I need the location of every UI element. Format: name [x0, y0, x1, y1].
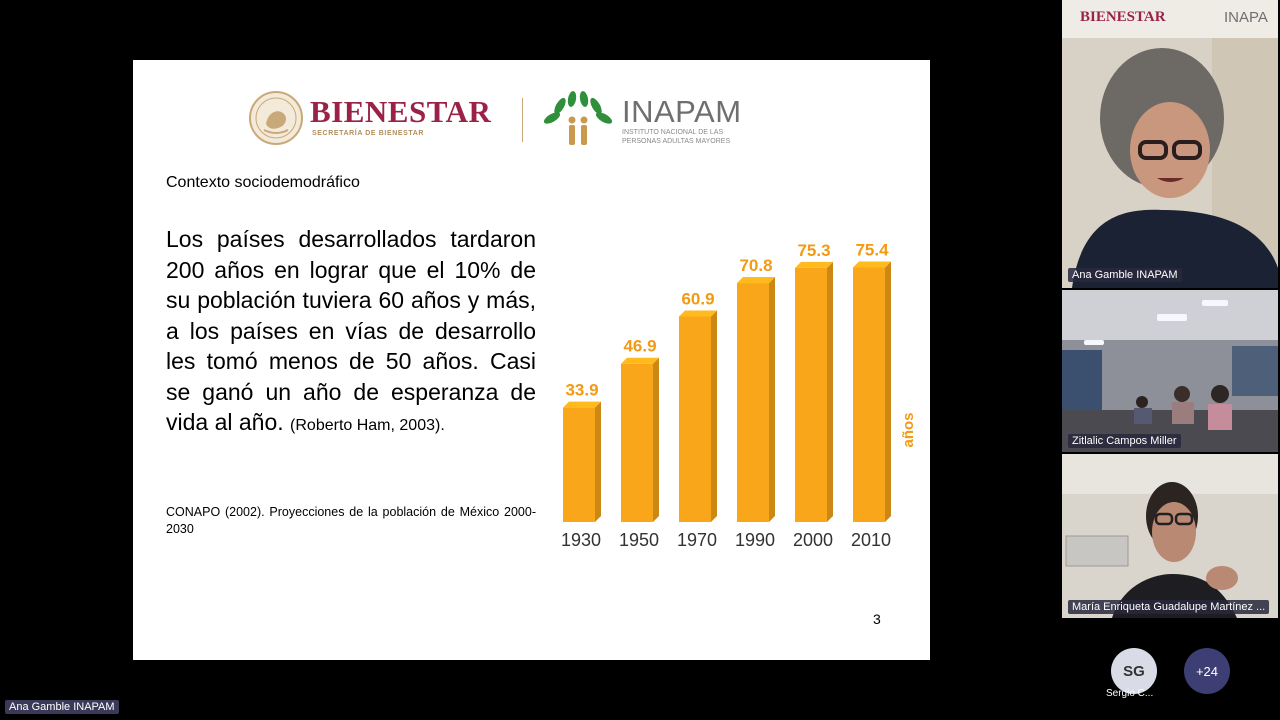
chart-category-label-2010: 2010 — [851, 530, 891, 550]
slide-logos: BIENESTAR SECRETARÍA DE BIENESTAR INAPAM… — [248, 88, 768, 152]
tile-header-inapam: INAPA — [1224, 9, 1268, 26]
participant-tile-1[interactable]: BIENESTAR INAPA Ana Gamble INAPAM — [1062, 0, 1278, 288]
chart-value-label-1930: 33.9 — [565, 381, 598, 400]
source-note: CONAPO (2002). Proyecciones de la poblac… — [166, 505, 536, 536]
inapam-subtitle-line-1: INSTITUTO NACIONAL DE LAS — [622, 129, 724, 136]
chart-category-label-1990: 1990 — [735, 530, 775, 550]
chart-value-label-1970: 60.9 — [681, 289, 714, 308]
chart-value-label-1990: 70.8 — [739, 256, 772, 275]
tile-header-strip — [1062, 0, 1278, 38]
bienestar-subtitle: SECRETARÍA DE BIENESTAR — [312, 130, 425, 137]
chart-bar-1990 — [737, 277, 775, 522]
more-participants-count: +24 — [1195, 663, 1219, 679]
inapam-subtitle: INSTITUTO NACIONAL DE LAS PERSONAS ADULT… — [622, 128, 782, 146]
chart-bar-1950 — [621, 357, 659, 522]
bienestar-title: BIENESTAR — [310, 94, 492, 129]
participant-tile-3[interactable]: María Enriqueta Guadalupe Martínez ... — [1062, 454, 1278, 618]
participant-video-2 — [1062, 290, 1278, 452]
chart-category-label-1950: 1950 — [619, 530, 659, 550]
tile-header-bienestar: BIENESTAR — [1080, 9, 1166, 25]
life-expectancy-bar-chart: 33.9 46.9 60.9 70.8 75.3 75.4 1930 1950 1970 199… — [561, 241, 917, 550]
chart-value-label-2000: 75.3 — [797, 241, 830, 260]
inapam-tree-logo — [543, 91, 613, 145]
chart-category-label-2000: 2000 — [793, 530, 833, 550]
chart-value-label-1950: 46.9 — [623, 337, 656, 356]
participant-video-1 — [1062, 38, 1278, 288]
mexico-seal-logo — [249, 91, 303, 145]
chart-bar-1970 — [679, 310, 717, 522]
more-participants-button[interactable]: +24 — [1184, 648, 1230, 694]
slide-paragraph: Los países desarrollados tardaron 200 añ… — [166, 224, 536, 442]
participant-avatar-sg[interactable]: SG — [1111, 648, 1157, 694]
participant-name-label: María Enriqueta Guadalupe Martínez ... — [1068, 600, 1270, 614]
participant-avatar-name: Sergio C... — [1106, 688, 1154, 699]
chart-bar-1930 — [563, 401, 601, 522]
chart-category-label-1970: 1970 — [677, 530, 717, 550]
participant-tile-2[interactable]: Zitlalic Campos Miller — [1062, 290, 1278, 452]
avatar-initials: SG — [1123, 662, 1145, 680]
participant-name-label: Zitlalic Campos Miller — [1068, 434, 1181, 448]
inapam-subtitle-line-2: PERSONAS ADULTAS MAYORES — [622, 138, 731, 145]
chart-bar-2010 — [853, 261, 891, 522]
chart-bar-2000 — [795, 261, 833, 522]
participant-video-3 — [1062, 454, 1278, 618]
logo-divider — [522, 98, 523, 142]
slide-page-number: 3 — [873, 611, 881, 627]
shared-slide: BIENESTAR SECRETARÍA DE BIENESTAR INAPAM… — [133, 60, 930, 660]
chart-y-label: años — [900, 412, 917, 447]
context-heading: Contexto sociodemodráfico — [166, 174, 360, 191]
paragraph-citation: (Roberto Ham, 2003). — [290, 417, 445, 434]
chart-category-label-1930: 1930 — [561, 530, 601, 550]
paragraph-text: Los países desarrollados tardaron 200 añ… — [166, 226, 536, 435]
participant-name-label: Ana Gamble INAPAM — [1068, 268, 1182, 282]
chart-value-label-2010: 75.4 — [855, 241, 889, 260]
presenter-name-label: Ana Gamble INAPAM — [5, 700, 119, 714]
inapam-title: INAPAM — [622, 94, 742, 129]
